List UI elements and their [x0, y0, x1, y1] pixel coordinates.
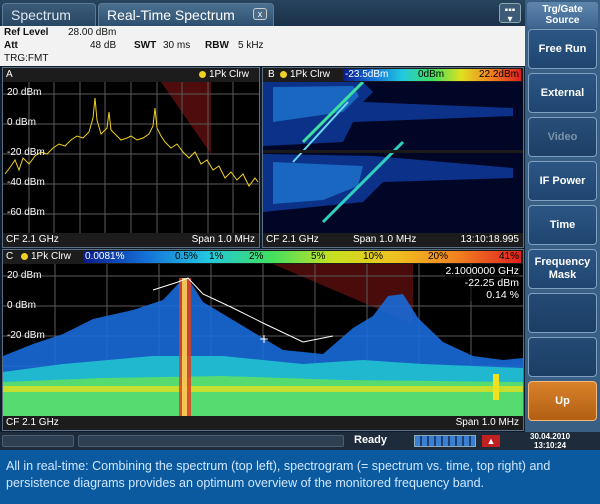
- svg-text:+: +: [259, 332, 269, 346]
- scale-label: 1%: [209, 251, 224, 262]
- scale-min: -23.5dBm: [345, 69, 389, 80]
- status-field: [2, 435, 74, 447]
- diagram-b-footer: CF 2.1 GHz Span 1.0 MHz 13:10:18.995: [263, 233, 523, 247]
- y-tick: -20 dBm: [7, 330, 45, 341]
- y-tick: -20 dBm: [7, 147, 45, 158]
- marker-readout: 2.1000000 GHz -22.25 dBm 0.14 %: [445, 265, 519, 301]
- span-value: Span 1.0 MHz: [353, 234, 417, 245]
- close-icon[interactable]: x: [253, 8, 267, 20]
- free-run-button[interactable]: Free Run: [528, 29, 597, 69]
- trace-dot-icon: [199, 70, 206, 78]
- trace-1-indicator: 1Pk Clrw: [199, 68, 249, 82]
- progress-bar: [414, 435, 476, 447]
- video-button[interactable]: Video: [528, 117, 597, 157]
- menu-overflow-icon[interactable]: ▪▪▪ ▾: [499, 3, 521, 25]
- swt-value: 30 ms: [163, 40, 191, 51]
- caption: All in real-time: Combining the spectrum…: [0, 450, 600, 504]
- swt-label: SWT: [134, 40, 157, 51]
- ref-level-value: 28.00 dBm: [68, 27, 117, 38]
- persistence-color-scale: 0.0081% 0.5% 1% 2% 5% 10% 20% 41%: [83, 251, 521, 263]
- diagram-a-header: A 1Pk Clrw: [3, 68, 259, 82]
- diagram-b-id: B: [268, 69, 275, 80]
- center-frequency: CF 2.1 GHz: [6, 234, 59, 245]
- y-tick: 20 dBm: [7, 87, 42, 98]
- scale-label: 0.5%: [175, 251, 198, 262]
- diagram-a-footer: CF 2.1 GHz Span 1.0 MHz: [3, 233, 259, 247]
- softkey-panel: Trg/Gate Source Free Run External Video …: [525, 0, 600, 432]
- tab-label: Real-Time Spectrum: [107, 7, 235, 23]
- trace-dot-icon: [280, 70, 287, 78]
- scale-label: 10%: [363, 251, 384, 262]
- time-button[interactable]: Time: [528, 205, 597, 245]
- empty-softkey[interactable]: [528, 337, 597, 377]
- status-bar: Ready ▲ 30.04.2010 13:10:24: [0, 432, 600, 450]
- tab-real-time-spectrum[interactable]: Real-Time Spectrum x: [98, 3, 274, 26]
- rf-warning-icon: ▲: [482, 435, 500, 447]
- trace-1-indicator: 1Pk Clrw: [21, 250, 71, 264]
- measurement-settings-bar: Ref Level 28.00 dBm Att 48 dB SWT 30 ms …: [0, 26, 525, 66]
- diagram-a-id: A: [6, 69, 13, 80]
- scale-max: 22.2dBm: [478, 69, 519, 80]
- spectrogram-diagram-b[interactable]: B 1Pk Clrw -23.5dBm 0dBm 22.2dBm CF 2.1 …: [262, 67, 524, 248]
- date-time: 30.04.2010 13:10:24: [530, 432, 570, 450]
- att-value: 48 dB: [90, 40, 117, 51]
- softkey-menu-title: Trg/Gate Source: [527, 2, 598, 28]
- center-frequency: CF 2.1 GHz: [266, 234, 319, 245]
- y-tick: -60 dBm: [7, 207, 45, 218]
- y-tick: -40 dBm: [7, 177, 45, 188]
- marker-percentage: 0.14 %: [486, 289, 519, 301]
- scale-label: 20%: [428, 251, 449, 262]
- scale-label: 2%: [249, 251, 264, 262]
- ready-status: Ready: [354, 434, 388, 446]
- rbw-label: RBW: [205, 40, 229, 51]
- scale-label: 0.0081%: [85, 251, 125, 262]
- date: 30.04.2010: [530, 432, 571, 441]
- status-field: [78, 435, 344, 447]
- y-tick: 0 dBm: [7, 300, 36, 311]
- span-value: Span 1.0 MHz: [455, 417, 519, 428]
- trace-1-indicator: 1Pk Clrw: [280, 68, 330, 82]
- scale-label: 41%: [498, 251, 519, 262]
- diagram-c-id: C: [6, 251, 14, 262]
- up-button[interactable]: Up: [528, 381, 597, 421]
- external-button[interactable]: External: [528, 73, 597, 113]
- diagram-b-header: B 1Pk Clrw -23.5dBm 0dBm 22.2dBm: [263, 68, 523, 82]
- persistence-diagram-c[interactable]: C 1Pk Clrw 0.0081% 0.5% 1% 2% 5% 10% 20%…: [2, 249, 524, 431]
- timestamp: 13:10:18.995: [460, 234, 519, 245]
- rbw-value: 5 kHz: [238, 40, 264, 51]
- frequency-mask-button[interactable]: Frequency Mask: [528, 249, 597, 289]
- spectrum-diagram-a[interactable]: A 1Pk Clrw 20 dBm 0 dBm -20 dBm -40 dBm …: [2, 67, 260, 248]
- att-label: Att: [4, 40, 18, 51]
- ref-level-label: Ref Level: [4, 27, 49, 38]
- diagram-c-header: C 1Pk Clrw 0.0081% 0.5% 1% 2% 5% 10% 20%…: [3, 250, 523, 264]
- y-tick: 20 dBm: [7, 270, 42, 281]
- marker-level: -22.25 dBm: [464, 277, 519, 289]
- diagram-c-footer: CF 2.1 GHz Span 1.0 MHz: [3, 416, 523, 430]
- span-value: Span 1.0 MHz: [191, 234, 255, 245]
- color-scale-bar: -23.5dBm 0dBm 22.2dBm: [343, 69, 521, 81]
- spectrogram-plot-b: [263, 82, 523, 233]
- tab-bar: Spectrum Real-Time Spectrum x ▪▪▪ ▾: [0, 0, 525, 26]
- empty-softkey[interactable]: [528, 293, 597, 333]
- trace-dot-icon: [21, 252, 28, 260]
- center-frequency: CF 2.1 GHz: [6, 417, 59, 428]
- scale-label: 5%: [311, 251, 326, 262]
- y-tick: 0 dBm: [7, 117, 36, 128]
- if-power-button[interactable]: IF Power: [528, 161, 597, 201]
- time: 13:10:24: [534, 441, 567, 450]
- persistence-plot-c: +: [3, 264, 523, 416]
- marker-frequency: 2.1000000 GHz: [445, 265, 519, 277]
- trigger-status: TRG:FMT: [4, 53, 49, 64]
- tab-spectrum[interactable]: Spectrum: [2, 3, 96, 26]
- scale-mid: 0dBm: [418, 69, 445, 80]
- spectrum-plot-a: [3, 82, 259, 233]
